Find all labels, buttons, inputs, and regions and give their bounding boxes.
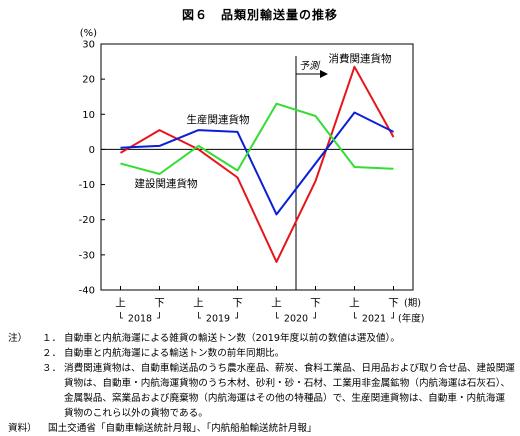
year-label-bg [279, 311, 313, 323]
x-tick-label: 下 [154, 297, 165, 309]
chart-labels: 30 20 10 0 -10 -20 -30 -40 (%) 上 下 上 下 上 下 上 下 (期) 2018 201… [79, 28, 425, 325]
year-label: 2018 [128, 314, 152, 325]
series-label: 建設関連貨物 [135, 177, 198, 190]
series-label: 生産関連貨物 [187, 113, 250, 126]
line-chart: 30 20 10 0 -10 -20 -30 -40 (%) 上 下 上 下 上 下 上 下 (期) 2018 201… [79, 28, 425, 325]
note-3: ３． 消費関連貨物は、自動車輸送品のうち農水産品、薪炭、食料工業品、日用品および… [8, 361, 516, 376]
x-tick-label: 上 [349, 297, 360, 309]
x-tick-label: 下 [232, 297, 243, 309]
note-2: ２． 自動車と内航海運による輸送トン数の前年同期比。 [8, 346, 516, 361]
note-continuation-line: 貨物のこれら以外の貨物である。 [64, 408, 208, 419]
series-line [120, 111, 394, 216]
year-label: 2019 [206, 314, 230, 325]
year-label: 2020 [284, 314, 308, 325]
note-text: 消費関連貨物は、自動車輸送品のうち農水産品、薪炭、食料工業品、日用品および取り合… [64, 363, 515, 374]
forecast-label: 予測 [299, 60, 321, 72]
year-unit-label: (年度) [398, 313, 424, 325]
year-label-bg [123, 311, 157, 323]
series-layer [119, 65, 395, 263]
note-continuation-line: 貨物は、自動車・内航海運貨物のうち木材、砂利・砂・石材、工業用非金属鉱物（内航海… [64, 378, 511, 389]
notes-block: 注） １． 自動車と内航海運による雑貨の輸送トン数（2019年度以前の数値は選及… [8, 331, 516, 436]
x-tick-label: 上 [193, 297, 204, 309]
note-continuation-line: 金属製品、窯業品および廃棄物（内航海運はその他の特種品）で、生産関連貨物は、自動… [64, 393, 505, 404]
series-line [120, 102, 394, 175]
y-tick-label: -10 [79, 180, 95, 191]
note-1: 注） １． 自動車と内航海運による雑貨の輸送トン数（2019年度以前の数値は選及… [8, 331, 516, 346]
source-text: 国土交通省「自動車輸送統計月報」、「内航船舶輸送統計月報」 [48, 423, 317, 434]
source-line: 資料） 国土交通省「自動車輸送統計月報」、「内航船舶輸送統計月報」 [8, 421, 516, 436]
forecast-arrow-head [320, 70, 328, 78]
x-unit-label: (期) [404, 298, 421, 309]
note-number: １． [42, 333, 62, 344]
x-tick-label: 上 [115, 297, 126, 309]
y-tick-label: -20 [79, 215, 95, 226]
source-prefix: 資料） [8, 423, 37, 434]
year-label-bg [201, 311, 235, 323]
year-label: 2021 [362, 314, 386, 325]
x-tick-label: 上 [271, 297, 282, 309]
series-line [119, 65, 395, 263]
y-tick-label: 30 [82, 40, 95, 51]
note-number: ２． [42, 348, 62, 359]
notes-prefix: 注） [8, 333, 28, 344]
y-unit-label: (%) [80, 28, 97, 39]
chart-axes [100, 43, 414, 323]
plot-frame [100, 43, 414, 291]
y-tick-label: 10 [82, 110, 95, 121]
note-text: 自動車と内航海運による雑貨の輸送トン数（2019年度以前の数値は選及値）。 [64, 333, 400, 344]
year-label-bg [357, 311, 391, 323]
y-tick-label: 0 [89, 145, 95, 156]
y-tick-label: -40 [79, 286, 95, 297]
y-tick-label: -30 [79, 250, 95, 261]
y-tick-label: 20 [82, 75, 95, 86]
x-tick-label: 下 [310, 297, 321, 309]
note-text: 自動車と内航海運による輸送トン数の前年同期比。 [64, 348, 285, 359]
chart-title: 図６ 品類別輸送量の推移 [181, 8, 338, 22]
series-label: 消費関連貨物 [329, 52, 392, 65]
note-number: ３． [42, 363, 62, 374]
x-tick-label: 下 [388, 297, 399, 309]
